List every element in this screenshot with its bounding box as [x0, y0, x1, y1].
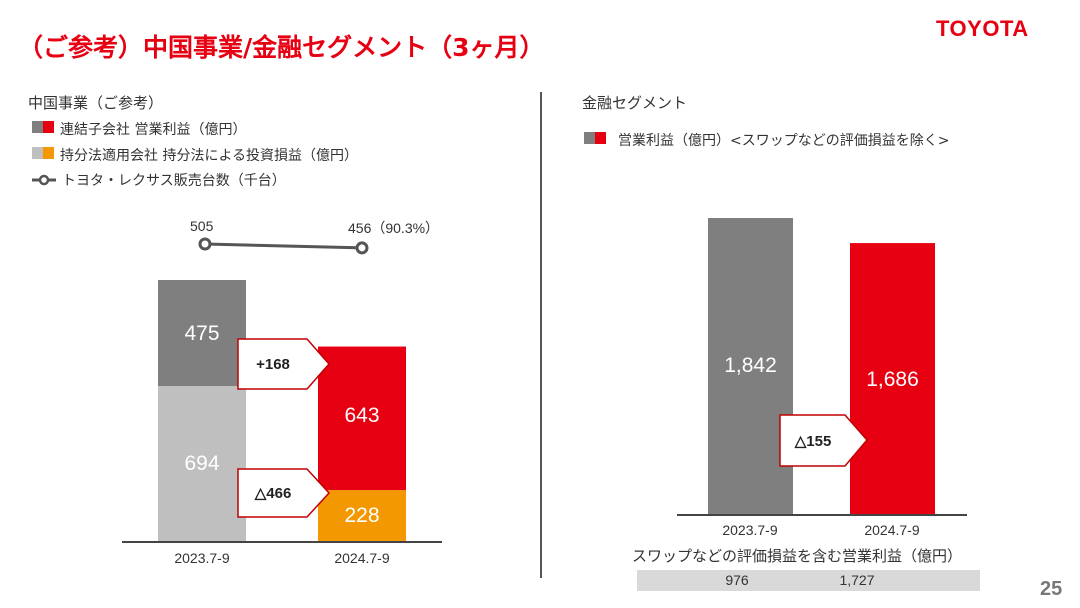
legend-swatch [584, 132, 606, 148]
callout-consolidated-change: +168 [237, 338, 331, 390]
callout-text: +168 [256, 355, 290, 373]
line-circle-icon [32, 174, 56, 186]
swap-value-2024: 1,727 [839, 572, 875, 588]
legend-swatch [32, 121, 54, 137]
bar-label-equity-2024: 228 [344, 504, 380, 527]
legend-label: 連結子会社 営業利益（億円） [60, 122, 247, 138]
x-tick-2023: 2023.7-9 [174, 550, 230, 566]
legend-finance: 営業利益（億円）<スワップなどの評価損益を除く> [584, 130, 949, 150]
swap-table-label: スワップなどの評価損益を含む営業利益（億円） [632, 548, 963, 565]
x-tick-2024: 2024.7-9 [334, 550, 390, 566]
bar-equity-2024.7-9 [318, 490, 406, 541]
x-tick-2024: 2024.7-9 [864, 522, 920, 538]
bar-label-2024: 1,686 [866, 368, 919, 391]
sales-point-2023.7-9 [198, 237, 212, 251]
legend-equity: 持分法適用会社 持分法による投資損益（億円） [32, 145, 358, 165]
legend-label: 持分法適用会社 持分法による投資損益（億円） [60, 148, 359, 164]
sales-line [204, 242, 363, 250]
legend-swatch [32, 147, 54, 163]
callout-text: △155 [794, 432, 832, 450]
callout-text: △466 [254, 485, 292, 502]
bar-consolidated-2024.7-9 [318, 346, 406, 491]
swap-value-2023: 976 [725, 572, 749, 588]
finance-chart [708, 218, 935, 514]
legend-consolidated: 連結子会社 営業利益（億円） [32, 119, 246, 139]
china-section-title: 中国事業（ご参考） [28, 94, 164, 112]
bar-label-equity-2023: 694 [184, 452, 220, 475]
page-number: 25 [1040, 578, 1063, 600]
sales-label-2023: 505 [190, 218, 214, 234]
toyota-logo: TOYOTA [936, 16, 1029, 41]
legend-sales: トヨタ・レクサス販売台数（千台） [32, 170, 286, 190]
callout-finance-change: △155 [779, 414, 869, 467]
china-chart [158, 237, 406, 541]
bar-2024.7-9 [850, 243, 935, 514]
sales-label-2024: 456（90.3%） [348, 220, 440, 236]
bar-consolidated-2023.7-9 [158, 280, 246, 387]
bar-label-2023: 1,842 [724, 354, 777, 377]
legend-label: 営業利益（億円）<スワップなどの評価損益を除く> [618, 133, 950, 149]
x-tick-2023: 2023.7-9 [722, 522, 778, 538]
x-axis [677, 514, 967, 516]
legend-label: トヨタ・レクサス販売台数（千台） [62, 173, 286, 189]
sales-point-2024.7-9 [355, 241, 369, 255]
bar-2023.7-9 [708, 218, 793, 514]
bar-label-consolidated-2023: 475 [184, 322, 220, 345]
swap-table-row: 976 1,727 [637, 570, 980, 591]
x-axis [122, 541, 442, 543]
callout-equity-change: △466 [237, 468, 331, 518]
finance-section-title: 金融セグメント [582, 94, 688, 112]
panel-divider [540, 92, 542, 578]
bar-label-consolidated-2024: 643 [344, 404, 380, 427]
page-title: （ご参考）中国事業/金融セグメント（3ヶ月） [18, 33, 545, 62]
bar-equity-2023.7-9 [158, 386, 246, 541]
